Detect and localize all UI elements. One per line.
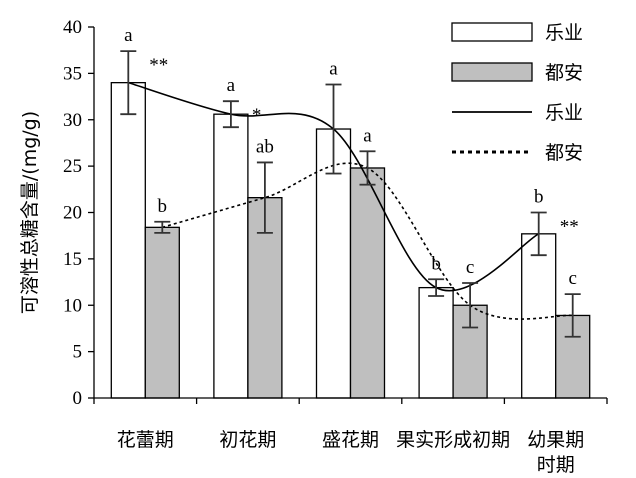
x-tick-label: 时期 <box>537 454 575 476</box>
x-tick-label: 花蕾期 <box>117 429 174 451</box>
y-tick-label: 20 <box>63 203 82 224</box>
x-tick-label: 幼果期 <box>527 429 584 451</box>
y-tick-label: 30 <box>63 110 82 131</box>
between-group-mark: ** <box>149 55 168 76</box>
bars-layer <box>110 82 591 399</box>
legend-label: 都安 <box>545 142 583 164</box>
legend-label: 都安 <box>545 62 583 84</box>
y-tick-label: 35 <box>63 63 82 84</box>
bar-乐业-4 <box>521 233 557 399</box>
bar-乐业-0 <box>110 82 146 399</box>
legend-label: 乐业 <box>545 102 583 124</box>
significance-label: c <box>568 268 576 289</box>
significance-label: b <box>534 187 544 208</box>
between-group-mark: ** <box>560 217 579 238</box>
significance-label: b <box>431 253 441 274</box>
significance-label: ab <box>256 136 274 157</box>
bar-都安-3 <box>452 304 488 399</box>
legend-label: 乐业 <box>545 22 583 44</box>
significance-label: b <box>158 196 168 217</box>
y-axis-label: 可溶性总糖含量/(mg/g) <box>19 111 41 314</box>
x-tick-label: 果实形成初期 <box>396 429 510 451</box>
bar-乐业-3 <box>418 286 454 399</box>
significance-label: a <box>227 75 236 96</box>
legend-swatch-乐业 <box>451 22 533 42</box>
bar-都安-0 <box>144 226 180 399</box>
y-tick-label: 10 <box>63 295 82 316</box>
significance-label: a <box>124 25 133 46</box>
significance-label: c <box>466 257 474 278</box>
y-tick-label: 5 <box>73 342 83 363</box>
y-tick-label: 25 <box>63 156 82 177</box>
legend-swatch-都安 <box>451 62 533 82</box>
bar-乐业-1 <box>213 113 249 399</box>
error-bars-layer <box>120 50 581 338</box>
y-tick-label: 15 <box>63 249 82 270</box>
between-group-mark: * <box>252 105 262 126</box>
x-tick-label: 初花期 <box>219 429 276 451</box>
line-series-乐业 <box>128 81 540 292</box>
y-tick-label: 0 <box>73 388 83 409</box>
significance-label: a <box>363 125 372 146</box>
x-tick-label: 盛花期 <box>322 429 379 451</box>
significance-label: a <box>329 59 338 80</box>
y-tick-label: 40 <box>63 17 82 38</box>
